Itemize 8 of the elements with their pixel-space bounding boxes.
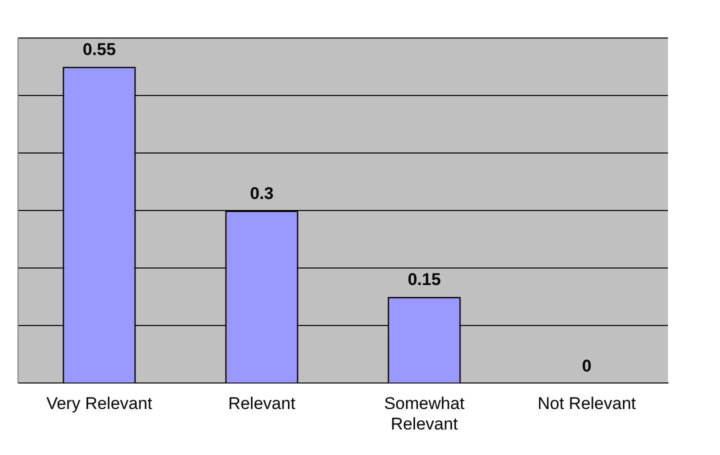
data-label: 0 — [582, 356, 592, 376]
x-tick-label: Very Relevant — [46, 394, 152, 414]
data-label: 0.55 — [82, 40, 116, 59]
x-tick-label: Relevant — [228, 394, 296, 414]
x-tick-label: Somewhat Relevant — [384, 394, 465, 434]
data-label: 0.15 — [408, 270, 441, 290]
data-label: 0.3 — [250, 184, 274, 203]
x-tick-label: Not Relevant — [538, 394, 636, 414]
